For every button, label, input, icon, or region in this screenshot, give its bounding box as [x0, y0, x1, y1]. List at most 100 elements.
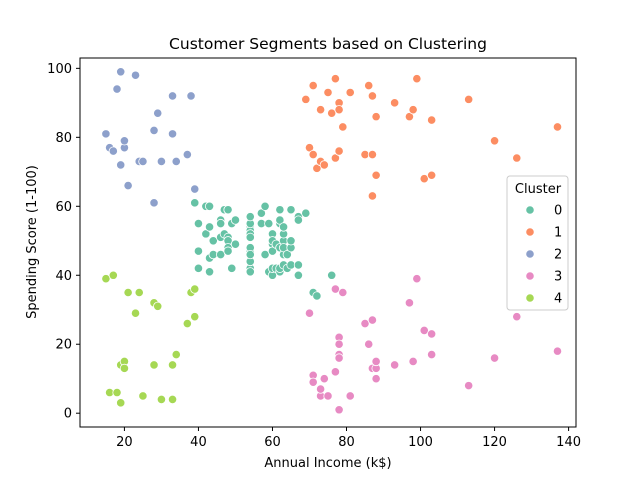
point-cluster-4 — [123, 287, 133, 298]
point-cluster-4 — [167, 360, 178, 370]
point-cluster-1 — [552, 122, 563, 132]
point-cluster-1 — [327, 108, 337, 118]
point-cluster-4 — [190, 284, 200, 294]
point-cluster-1 — [338, 122, 348, 132]
y-axis-label: Spending Score (1-100) — [25, 165, 40, 319]
point-cluster-1 — [367, 149, 378, 160]
point-cluster-2 — [171, 156, 181, 167]
x-tick-label: 100 — [408, 435, 433, 450]
legend-label-1: 1 — [554, 226, 562, 241]
point-cluster-4 — [108, 270, 118, 280]
point-cluster-0 — [293, 270, 303, 280]
point-cluster-0 — [223, 205, 233, 215]
point-cluster-1 — [323, 87, 333, 98]
point-cluster-4 — [101, 274, 111, 284]
point-cluster-1 — [334, 105, 344, 115]
point-cluster-1 — [512, 153, 522, 163]
point-cluster-0 — [245, 232, 255, 242]
point-cluster-3 — [334, 353, 344, 363]
plot-frame — [79, 57, 577, 428]
point-cluster-1 — [371, 170, 381, 180]
point-cluster-4 — [116, 398, 126, 408]
point-cluster-1 — [412, 74, 422, 84]
point-cluster-2 — [112, 84, 122, 94]
x-tick-label: 40 — [190, 435, 207, 450]
point-cluster-1 — [345, 87, 355, 98]
point-cluster-0 — [275, 205, 285, 215]
point-cluster-0 — [245, 249, 255, 260]
x-axis-label: Annual Income (k$) — [264, 456, 391, 471]
point-cluster-3 — [364, 339, 374, 349]
legend-items: 0 1 2 3 4 — [525, 204, 562, 307]
point-cluster-2 — [116, 160, 126, 170]
point-cluster-3 — [464, 381, 474, 391]
legend-label-4: 4 — [554, 292, 562, 307]
point-cluster-3 — [427, 329, 437, 339]
x-tick-label: 60 — [264, 435, 281, 450]
point-cluster-0 — [286, 236, 296, 246]
y-tick-label: 40 — [55, 269, 72, 284]
point-cluster-3 — [552, 346, 563, 356]
point-cluster-2 — [167, 91, 178, 101]
point-cluster-0 — [190, 198, 200, 208]
point-cluster-2 — [156, 156, 167, 167]
point-cluster-3 — [371, 356, 381, 367]
legend: Cluster 0 1 2 3 4 — [506, 175, 569, 311]
point-cluster-2 — [149, 198, 159, 208]
point-cluster-0 — [245, 267, 255, 277]
point-cluster-4 — [182, 318, 192, 329]
point-cluster-4 — [112, 387, 122, 398]
plot-points — [101, 67, 563, 415]
point-cluster-0 — [204, 222, 215, 232]
point-cluster-0 — [193, 263, 204, 273]
point-cluster-1 — [427, 115, 437, 125]
point-cluster-0 — [286, 205, 296, 215]
point-cluster-0 — [216, 249, 226, 260]
y-axis: 0 20 40 60 80 100 — [47, 62, 80, 422]
point-cluster-1 — [301, 94, 311, 104]
point-cluster-1 — [427, 170, 437, 180]
point-cluster-3 — [412, 274, 422, 284]
point-cluster-1 — [315, 105, 326, 115]
point-cluster-0 — [216, 218, 226, 229]
point-cluster-4 — [156, 394, 167, 405]
point-cluster-2 — [186, 91, 196, 101]
point-cluster-1 — [334, 146, 344, 156]
point-cluster-4 — [167, 394, 178, 405]
point-cluster-0 — [230, 239, 241, 249]
y-tick-label: 80 — [55, 131, 72, 146]
point-cluster-4 — [119, 363, 130, 373]
chart-title: Customer Segments based on Clustering — [169, 35, 487, 53]
point-cluster-1 — [371, 112, 381, 122]
point-cluster-2 — [130, 70, 141, 80]
point-cluster-3 — [334, 405, 344, 415]
point-cluster-3 — [367, 315, 378, 325]
legend-marker-1 — [525, 227, 535, 237]
point-cluster-1 — [419, 174, 429, 184]
point-cluster-2 — [149, 125, 159, 136]
point-cluster-3 — [319, 374, 329, 384]
point-cluster-4 — [130, 308, 141, 318]
point-cluster-2 — [108, 146, 118, 156]
point-cluster-0 — [293, 215, 303, 225]
point-cluster-0 — [301, 208, 311, 218]
x-axis: 20 40 60 80 100 120 140 — [116, 427, 581, 450]
point-cluster-3 — [308, 377, 318, 387]
point-cluster-2 — [101, 129, 111, 139]
point-cluster-0 — [278, 222, 289, 232]
point-cluster-0 — [264, 218, 274, 229]
legend-label-0: 0 — [554, 204, 562, 219]
point-cluster-0 — [312, 291, 322, 301]
point-cluster-4 — [134, 287, 144, 298]
x-tick-label: 120 — [482, 435, 507, 450]
point-cluster-3 — [360, 318, 370, 329]
legend-box — [506, 175, 569, 311]
point-cluster-2 — [182, 149, 192, 160]
point-cluster-3 — [390, 360, 400, 370]
point-cluster-4 — [190, 312, 200, 322]
point-cluster-1 — [364, 80, 374, 91]
point-cluster-1 — [319, 160, 329, 170]
point-cluster-1 — [408, 105, 418, 115]
point-cluster-3 — [489, 353, 500, 363]
point-cluster-0 — [193, 246, 204, 256]
